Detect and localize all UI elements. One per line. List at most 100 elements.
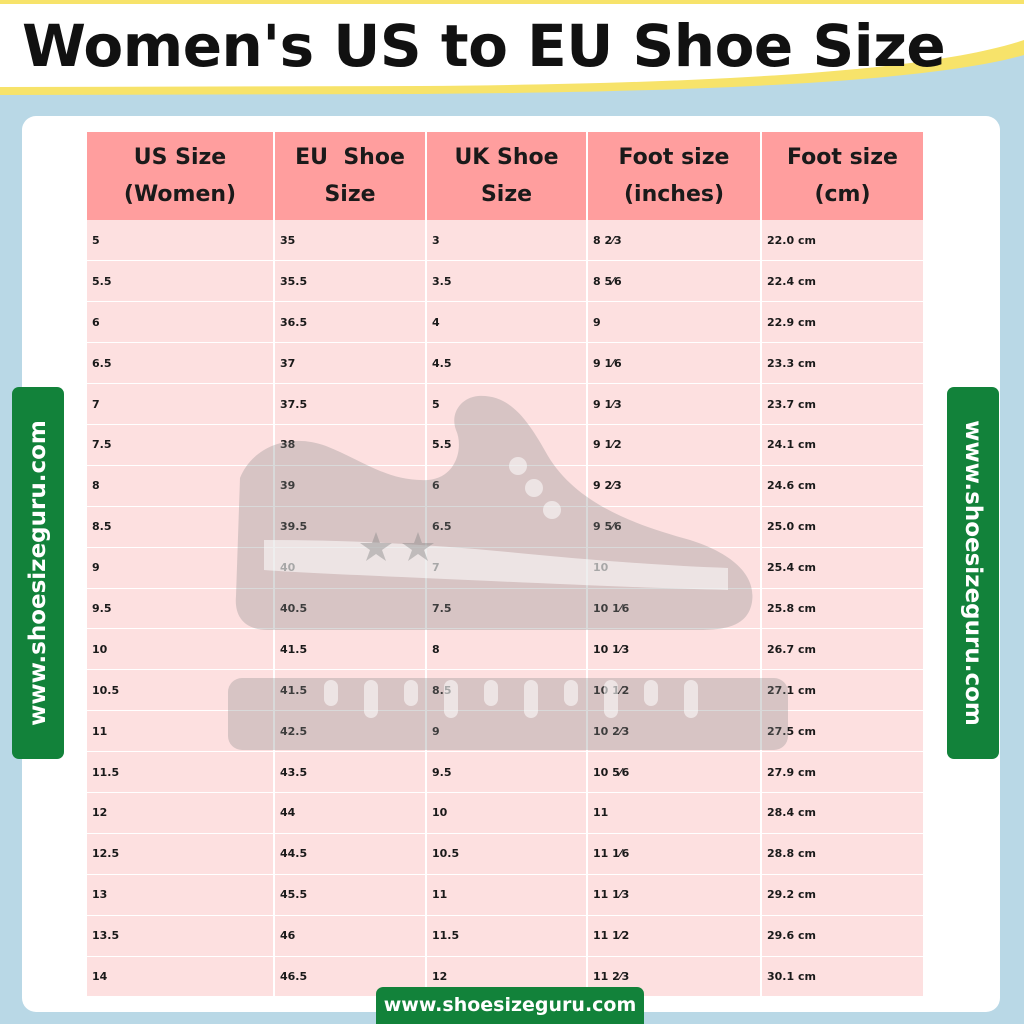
foot-cm-cell: 25.0 cm [761,506,923,548]
foot-inches-cell: 9 2⁄3 [587,465,762,507]
foot-cm-cell: 24.1 cm [761,424,923,466]
uk-size-cell: 4 [426,301,588,344]
eu-size-cell: 40 [274,547,427,589]
eu-size-cell: 41.5 [274,669,427,712]
uk-size-cell: 6 [426,465,588,507]
uk-size-cell: 10 [426,792,588,834]
column-header-uk-size: UK Shoe Size [426,132,588,220]
us-size-cell: 8 [87,465,275,507]
us-size-cell: 6.5 [87,342,275,385]
table-row: 10.5 41.5 8.5 10 1⁄2 27.1 cm [87,669,923,712]
foot-inches-cell: 9 [587,301,762,344]
header-band: Women's US to EU Shoe Size [0,0,1024,104]
table-row: 6.5 37 4.5 9 1⁄6 23.3 cm [87,342,923,385]
foot-cm-cell: 29.2 cm [761,874,923,916]
foot-inches-cell: 9 1⁄2 [587,424,762,466]
uk-size-cell: 10.5 [426,833,588,875]
foot-inches-cell: 11 [587,792,762,834]
table-row: 11.5 43.5 9.5 10 5⁄6 27.9 cm [87,751,923,793]
table-row: 13.5 46 11.5 11 1⁄2 29.6 cm [87,915,923,957]
table-row: 13 45.5 11 11 1⁄3 29.2 cm [87,874,923,916]
size-conversion-table: US Size (Women) EU Shoe Size UK Shoe Size F… [87,132,923,998]
foot-cm-cell: 24.6 cm [761,465,923,507]
table-row: 5 35 3 8 2⁄3 22.0 cm [87,220,923,262]
us-size-cell: 5.5 [87,260,275,303]
foot-inches-cell: 10 1⁄2 [587,669,762,712]
foot-inches-cell: 10 1⁄3 [587,628,762,671]
eu-size-cell: 36.5 [274,301,427,344]
foot-inches-cell: 10 [587,547,762,589]
foot-inches-cell: 9 5⁄6 [587,506,762,548]
foot-cm-cell: 27.9 cm [761,751,923,793]
us-size-cell: 6 [87,301,275,344]
table-body: 5 35 3 8 2⁄3 22.0 cm 5.5 35.5 3.5 8 5⁄6 22.4 cm 6 3… [87,220,923,998]
foot-inches-cell: 11 1⁄3 [587,874,762,916]
us-size-cell: 9 [87,547,275,589]
eu-size-cell: 37 [274,342,427,385]
us-size-cell: 5 [87,220,275,262]
foot-inches-cell: 8 2⁄3 [587,220,762,262]
website-badge-left[interactable]: www.shoesizeguru.com [12,387,64,759]
foot-inches-cell: 11 1⁄6 [587,833,762,875]
table-row: 8 39 6 9 2⁄3 24.6 cm [87,465,923,507]
foot-cm-cell: 30.1 cm [761,956,923,998]
foot-cm-cell: 25.8 cm [761,588,923,630]
header-swoosh [0,0,1024,104]
us-size-cell: 13.5 [87,915,275,957]
table-row: 12.5 44.5 10.5 11 1⁄6 28.8 cm [87,833,923,875]
uk-size-cell: 7.5 [426,588,588,630]
eu-size-cell: 35.5 [274,260,427,303]
website-badge-right-text: www.shoesizeguru.com [960,420,986,726]
foot-cm-cell: 26.7 cm [761,628,923,671]
eu-size-cell: 45.5 [274,874,427,916]
foot-cm-cell: 22.0 cm [761,220,923,262]
us-size-cell: 13 [87,874,275,916]
eu-size-cell: 42.5 [274,710,427,753]
eu-size-cell: 40.5 [274,588,427,630]
uk-size-cell: 3 [426,220,588,262]
uk-size-cell: 9 [426,710,588,753]
uk-size-cell: 11 [426,874,588,916]
eu-size-cell: 44 [274,792,427,834]
foot-cm-cell: 22.4 cm [761,260,923,303]
uk-size-cell: 5.5 [426,424,588,466]
table-row: 10 41.5 8 10 1⁄3 26.7 cm [87,628,923,671]
eu-size-cell: 38 [274,424,427,466]
uk-size-cell: 8 [426,628,588,671]
uk-size-cell: 8.5 [426,669,588,712]
table-row: 9.5 40.5 7.5 10 1⁄6 25.8 cm [87,588,923,630]
us-size-cell: 8.5 [87,506,275,548]
column-header-foot-cm: Foot size (cm) [761,132,923,220]
foot-cm-cell: 29.6 cm [761,915,923,957]
us-size-cell: 7.5 [87,424,275,466]
us-size-cell: 10.5 [87,669,275,712]
uk-size-cell: 5 [426,383,588,425]
column-header-foot-inches: Foot size (inches) [587,132,762,220]
uk-size-cell: 3.5 [426,260,588,303]
uk-size-cell: 9.5 [426,751,588,793]
eu-size-cell: 46 [274,915,427,957]
foot-cm-cell: 22.9 cm [761,301,923,344]
eu-size-cell: 37.5 [274,383,427,425]
website-badge-bottom[interactable]: www.shoesizeguru.com [376,987,644,1024]
us-size-cell: 7 [87,383,275,425]
foot-inches-cell: 9 1⁄3 [587,383,762,425]
uk-size-cell: 4.5 [426,342,588,385]
page-title: Women's US to EU Shoe Size [22,12,946,80]
table-row: 7 37.5 5 9 1⁄3 23.7 cm [87,383,923,425]
foot-inches-cell: 10 1⁄6 [587,588,762,630]
website-badge-right[interactable]: www.shoesizeguru.com [947,387,999,759]
table-row: 7.5 38 5.5 9 1⁄2 24.1 cm [87,424,923,466]
eu-size-cell: 35 [274,220,427,262]
foot-cm-cell: 25.4 cm [761,547,923,589]
eu-size-cell: 44.5 [274,833,427,875]
table-row: 6 36.5 4 9 22.9 cm [87,301,923,344]
us-size-cell: 9.5 [87,588,275,630]
table-row: 8.5 39.5 6.5 9 5⁄6 25.0 cm [87,506,923,548]
foot-cm-cell: 23.7 cm [761,383,923,425]
column-header-eu-size: EU Shoe Size [274,132,427,220]
table-row: 9 40 7 10 25.4 cm [87,547,923,589]
foot-cm-cell: 27.1 cm [761,669,923,712]
table-header-row: US Size (Women) EU Shoe Size UK Shoe Size F… [87,132,923,220]
uk-size-cell: 7 [426,547,588,589]
